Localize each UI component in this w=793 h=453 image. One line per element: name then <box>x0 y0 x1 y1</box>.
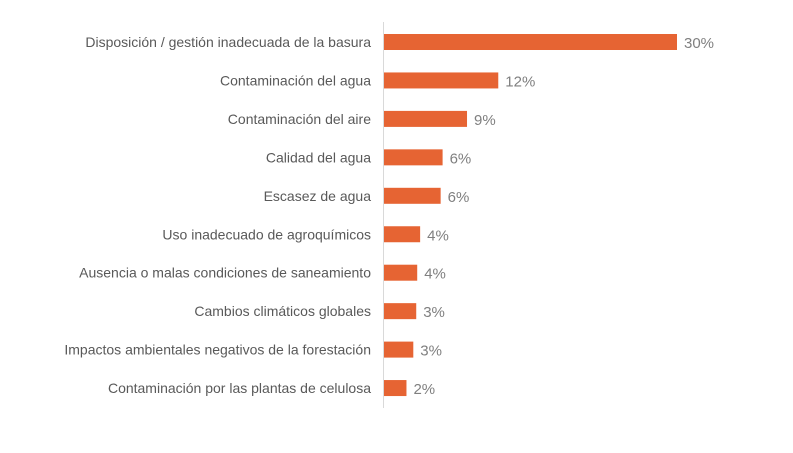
data-label: 4% <box>424 266 446 283</box>
category-label: Ausencia o malas condiciones de saneamie… <box>79 265 371 281</box>
data-label: 6% <box>450 150 472 167</box>
bar <box>384 380 407 397</box>
bar <box>384 149 443 166</box>
category-label: Contaminación por las plantas de celulos… <box>108 380 371 396</box>
category-label: Contaminación del aire <box>228 111 371 127</box>
data-label: 4% <box>427 227 449 244</box>
bar <box>384 226 421 243</box>
data-label: 30% <box>684 35 714 52</box>
data-label: 3% <box>423 304 445 321</box>
category-label: Impactos ambientales negativos de la for… <box>64 342 371 358</box>
data-label: 9% <box>474 112 496 129</box>
bar <box>384 187 441 204</box>
category-label: Contaminación del agua <box>220 72 371 88</box>
bar <box>384 72 499 89</box>
data-label: 6% <box>448 189 470 206</box>
category-label: Disposición / gestión inadecuada de la b… <box>85 34 371 50</box>
bar <box>384 264 418 281</box>
data-label: 3% <box>420 343 442 360</box>
bar <box>384 110 468 127</box>
category-label: Cambios climáticos globales <box>194 303 371 319</box>
bar <box>384 341 414 358</box>
category-label: Calidad del agua <box>266 149 371 165</box>
category-label: Uso inadecuado de agroquímicos <box>162 226 371 242</box>
data-label: 2% <box>413 381 435 398</box>
data-label: 12% <box>505 73 535 90</box>
bar <box>384 303 417 320</box>
category-label: Escasez de agua <box>264 188 372 204</box>
bar <box>384 34 677 50</box>
